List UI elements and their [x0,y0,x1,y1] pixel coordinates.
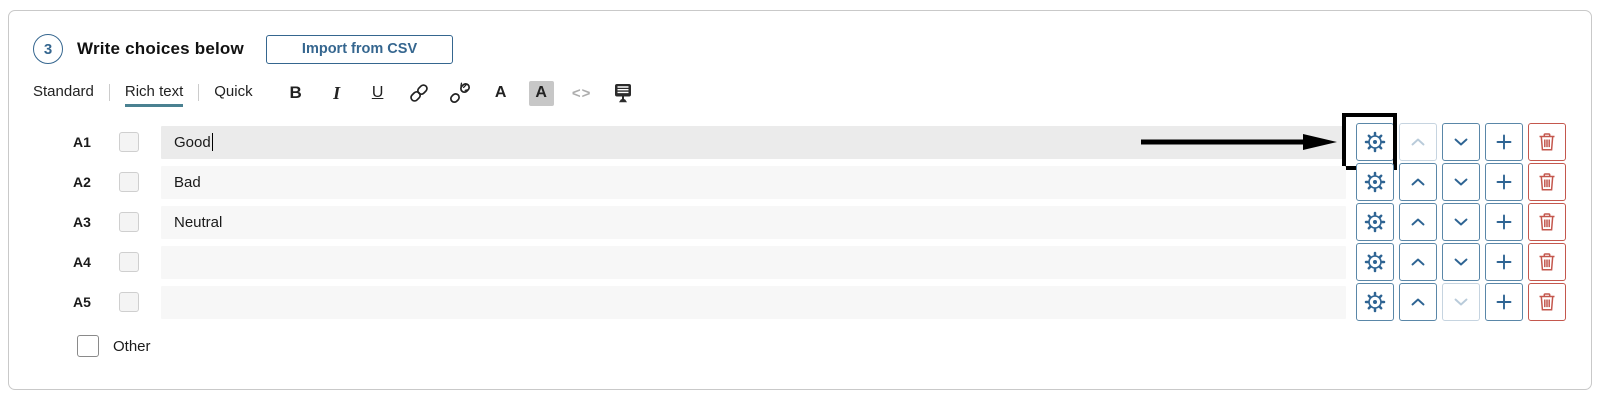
choice-checkbox[interactable] [119,132,139,152]
choice-input[interactable] [161,245,1346,279]
choice-settings-button[interactable] [1356,123,1394,161]
row-actions [1356,203,1566,241]
choice-list: A1 Good A2 Bad [33,113,1591,322]
choice-input[interactable]: Neutral [161,205,1346,239]
move-up-button[interactable] [1399,283,1437,321]
step-number-badge: 3 [33,34,63,64]
page-title: Write choices below [77,39,244,58]
choice-row-a3: A3 Neutral [33,202,1591,242]
choice-id-label: A2 [73,174,91,190]
underline-icon[interactable]: U [371,84,384,101]
other-label: Other [113,337,151,355]
row-actions [1356,243,1566,281]
choice-input[interactable]: Good [161,125,1346,159]
choice-checkbox[interactable] [119,252,139,272]
move-up-button[interactable] [1399,203,1437,241]
choice-text: Good [174,133,211,151]
delete-choice-button[interactable] [1528,283,1566,321]
choice-settings-button[interactable] [1356,163,1394,201]
choice-checkbox[interactable] [119,212,139,232]
tab-divider [108,83,110,101]
move-down-button[interactable] [1442,163,1480,201]
move-down-button[interactable] [1442,123,1480,161]
choice-id-label: A5 [73,294,91,310]
row-actions [1342,113,1566,170]
choice-text: Bad [174,173,201,191]
move-up-button[interactable] [1399,243,1437,281]
rich-text-toolbar: B I U [283,80,636,110]
other-checkbox[interactable] [77,335,99,357]
header: 3 Write choices below Import from CSV [33,33,1591,65]
tab-divider [198,83,200,101]
delete-choice-button[interactable] [1528,243,1566,281]
tab-rich-text[interactable]: Rich text [124,83,184,107]
choice-id-label: A4 [73,254,91,270]
tab-standard[interactable]: Standard [33,83,94,100]
choice-checkbox[interactable] [119,292,139,312]
tab-quick[interactable]: Quick [214,83,253,100]
move-up-button [1399,123,1437,161]
bold-icon[interactable]: B [289,83,302,102]
choice-checkbox[interactable] [119,172,139,192]
choice-settings-button[interactable] [1356,243,1394,281]
delete-choice-button[interactable] [1528,203,1566,241]
highlight-color-icon[interactable]: A [528,80,554,106]
choice-row-a4: A4 [33,242,1591,282]
add-choice-button[interactable] [1485,283,1523,321]
text-cursor [211,133,214,151]
code-view-icon: <> [571,84,592,102]
italic-icon[interactable]: I [333,82,341,103]
font-color-icon[interactable]: A [494,84,507,101]
choice-settings-button[interactable] [1356,203,1394,241]
remove-link-icon[interactable] [447,80,473,106]
choice-settings-button[interactable] [1356,283,1394,321]
choice-input[interactable] [161,285,1346,319]
add-choice-button[interactable] [1485,203,1523,241]
move-down-button[interactable] [1442,203,1480,241]
move-down-button[interactable] [1442,243,1480,281]
row-actions [1356,283,1566,321]
preview-screen-icon[interactable] [610,80,636,106]
choice-id-label: A1 [73,134,91,150]
choice-row-a1: A1 Good [33,113,1591,170]
choices-editor-panel: 3 Write choices below Import from CSV St… [8,10,1592,390]
row-actions [1356,163,1566,201]
choice-input[interactable]: Bad [161,165,1346,199]
add-choice-button[interactable] [1485,163,1523,201]
choice-text: Neutral [174,213,223,231]
add-choice-button[interactable] [1485,243,1523,281]
choice-row-a2: A2 Bad [33,162,1591,202]
choice-row-a5: A5 [33,282,1591,322]
import-from-csv-button[interactable]: Import from CSV [265,34,454,64]
move-down-button [1442,283,1480,321]
other-row: Other [33,335,1591,357]
insert-link-icon[interactable] [406,80,432,106]
add-choice-button[interactable] [1485,123,1523,161]
move-up-button[interactable] [1399,163,1437,201]
delete-choice-button[interactable] [1528,123,1566,161]
delete-choice-button[interactable] [1528,163,1566,201]
choice-id-label: A3 [73,214,91,230]
tabbar: Standard Rich text Quick B I U [33,80,1591,110]
